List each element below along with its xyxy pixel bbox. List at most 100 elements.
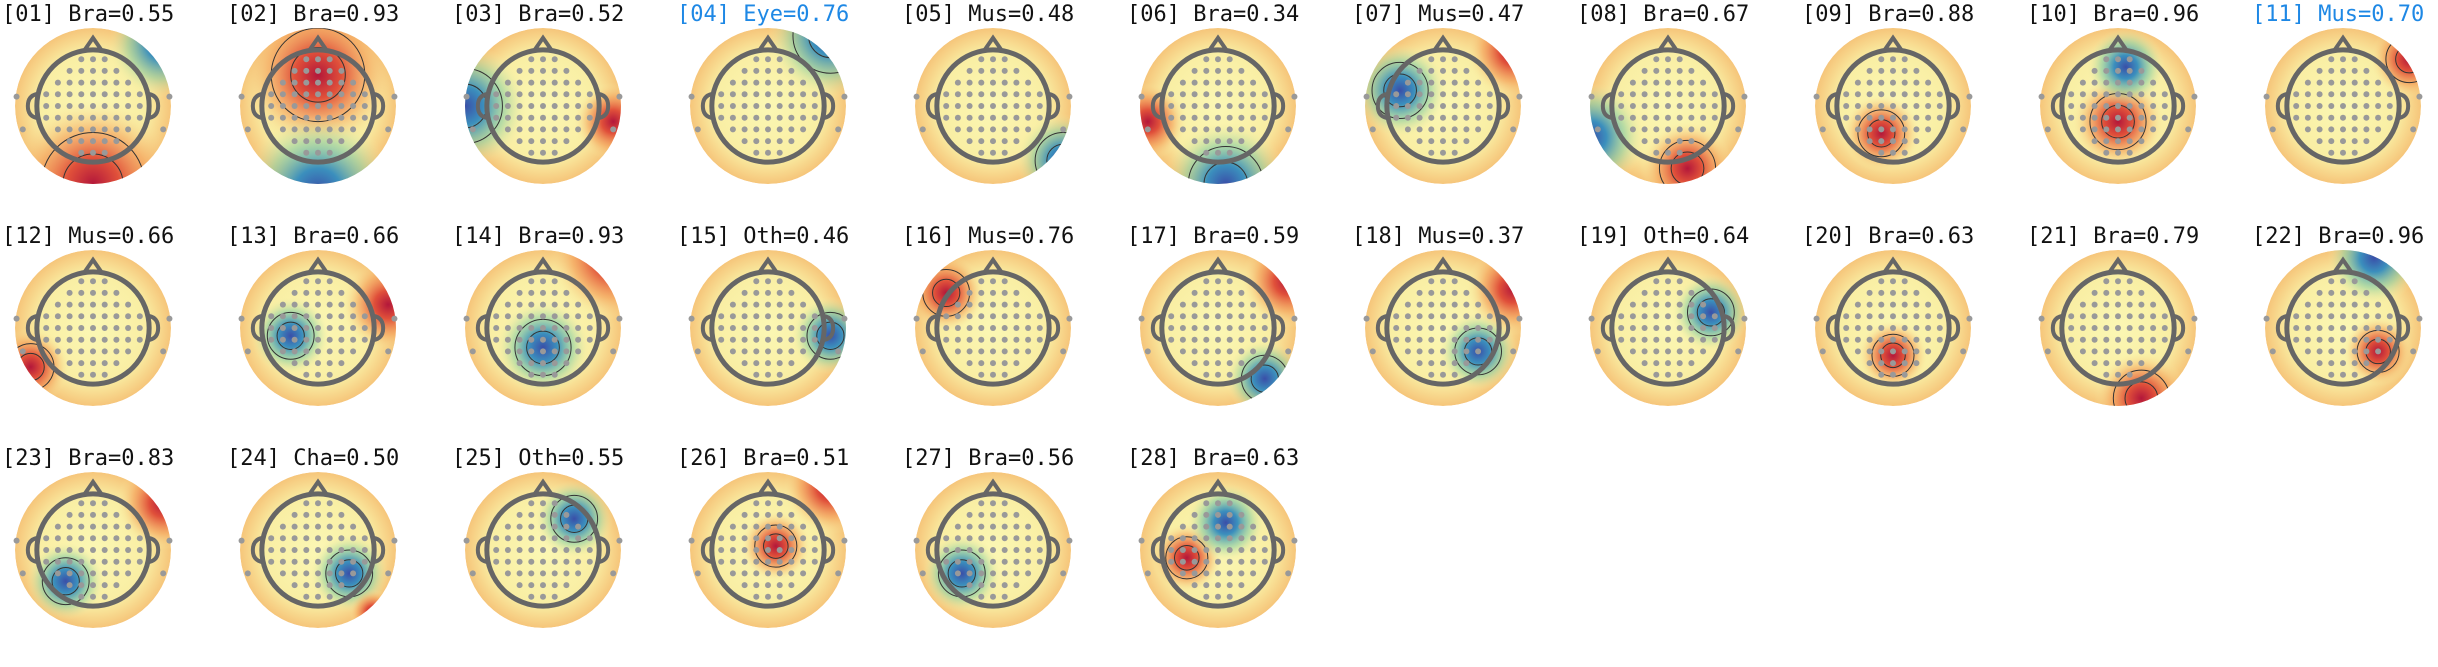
component-title: [14] Bra=0.93 — [452, 224, 624, 249]
electrode — [540, 138, 546, 145]
electrode — [990, 138, 996, 145]
electrode — [1404, 103, 1411, 109]
electrode — [1001, 360, 1008, 367]
electrode — [765, 103, 771, 109]
electrode — [1144, 570, 1151, 577]
electrode — [2328, 67, 2335, 74]
electrode — [1025, 558, 1032, 565]
electrode — [1250, 535, 1257, 542]
electrode — [326, 360, 333, 367]
electrode — [326, 535, 333, 542]
electrode — [1711, 114, 1718, 121]
electrode — [469, 126, 476, 133]
electrode — [616, 315, 623, 322]
ear-right — [148, 536, 161, 564]
electrode — [66, 301, 73, 308]
electrode — [2138, 126, 2145, 133]
electrode — [2328, 301, 2335, 308]
electrode — [303, 500, 310, 507]
electrode — [291, 138, 298, 145]
electrode — [540, 547, 546, 553]
electrode — [528, 278, 535, 285]
electrode — [291, 114, 298, 121]
electrode — [1285, 126, 1292, 133]
electrode — [788, 360, 795, 367]
electrode — [291, 558, 298, 565]
electrode — [1250, 103, 1257, 109]
electrode — [753, 348, 760, 355]
electrode — [540, 570, 546, 577]
electrode — [1226, 91, 1233, 98]
electrode — [1854, 114, 1861, 121]
electrode — [788, 114, 795, 121]
electrode — [350, 547, 357, 553]
electrode — [1416, 79, 1423, 86]
electrode — [800, 523, 807, 530]
electrode — [338, 289, 345, 296]
electrode — [1516, 315, 1523, 322]
electrode — [978, 79, 985, 86]
component: [17] Bra=0.59 — [1127, 224, 1299, 406]
electrode — [303, 56, 310, 63]
electrode — [101, 582, 108, 589]
electrode — [1036, 535, 1043, 542]
electrode — [291, 301, 298, 308]
electrode — [101, 523, 108, 530]
electrode — [990, 523, 996, 530]
contour — [41, 132, 145, 184]
electrode — [2340, 301, 2346, 308]
electrode — [504, 547, 511, 553]
electrode — [1226, 289, 1233, 296]
electrode — [2079, 313, 2086, 320]
electrode — [2410, 348, 2417, 355]
electrode — [2340, 56, 2346, 63]
electrode — [1404, 325, 1411, 331]
electrode — [1629, 79, 1636, 86]
electrode — [990, 535, 996, 542]
electrode — [1925, 79, 1932, 86]
electrode — [788, 289, 795, 296]
electrode — [1890, 79, 1896, 86]
electrode — [1463, 289, 1470, 296]
head — [34, 47, 152, 165]
electrode — [966, 336, 973, 343]
electrode — [1854, 325, 1861, 331]
contour — [1880, 342, 1906, 369]
electrode — [610, 570, 617, 577]
electrode — [1226, 278, 1233, 285]
component-title: [23] Bra=0.83 — [2, 446, 174, 471]
electrode — [350, 114, 357, 121]
electrode — [1215, 558, 1221, 565]
electrode — [540, 91, 546, 98]
electrode — [113, 570, 120, 577]
electrode — [1001, 511, 1008, 518]
electrode — [1215, 301, 1221, 308]
electrode — [1261, 91, 1268, 98]
electrode — [1215, 570, 1221, 577]
electrode — [361, 325, 368, 331]
electrode — [1226, 360, 1233, 367]
electrode — [1179, 313, 1186, 320]
electrode — [101, 336, 108, 343]
electrode — [788, 138, 795, 145]
electrode — [841, 93, 848, 100]
electrode — [1711, 91, 1718, 98]
electrode — [2263, 93, 2270, 100]
electrode — [1451, 336, 1458, 343]
electrode — [718, 558, 725, 565]
electrode — [516, 289, 523, 296]
electrode — [776, 79, 783, 86]
electrode — [978, 289, 985, 296]
electrode — [1203, 593, 1210, 600]
electrode — [2386, 336, 2393, 343]
electrode — [765, 371, 771, 378]
electrode — [966, 535, 973, 542]
electrode — [694, 570, 701, 577]
electrode — [776, 289, 783, 296]
electrode — [2161, 313, 2168, 320]
electrode — [1890, 126, 1896, 133]
electrode — [1144, 126, 1151, 133]
electrode — [765, 511, 771, 518]
electrode — [1191, 325, 1198, 331]
electrode — [2340, 138, 2346, 145]
